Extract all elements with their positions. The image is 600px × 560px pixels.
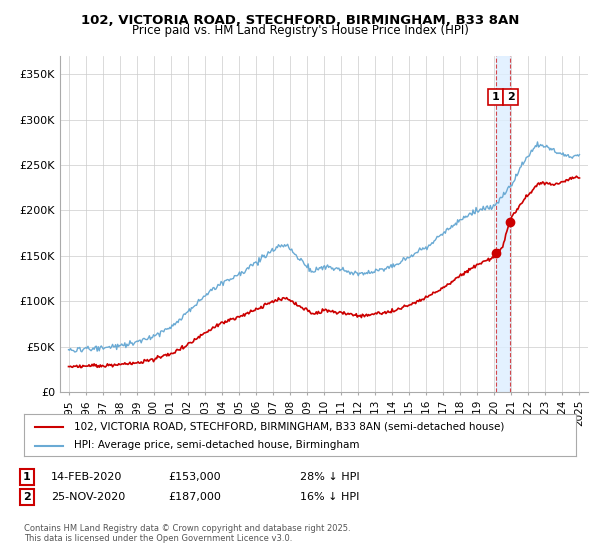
Text: Contains HM Land Registry data © Crown copyright and database right 2025.
This d: Contains HM Land Registry data © Crown c… [24,524,350,543]
Text: Price paid vs. HM Land Registry's House Price Index (HPI): Price paid vs. HM Land Registry's House … [131,24,469,37]
Text: 16% ↓ HPI: 16% ↓ HPI [300,492,359,502]
Text: 1: 1 [23,472,31,482]
Text: 2: 2 [506,92,514,102]
Text: 28% ↓ HPI: 28% ↓ HPI [300,472,359,482]
Text: 102, VICTORIA ROAD, STECHFORD, BIRMINGHAM, B33 8AN (semi-detached house): 102, VICTORIA ROAD, STECHFORD, BIRMINGHA… [74,421,504,431]
Text: 25-NOV-2020: 25-NOV-2020 [51,492,125,502]
Text: 2: 2 [23,492,31,502]
Text: 102, VICTORIA ROAD, STECHFORD, BIRMINGHAM, B33 8AN: 102, VICTORIA ROAD, STECHFORD, BIRMINGHA… [81,14,519,27]
Text: £153,000: £153,000 [168,472,221,482]
Text: £187,000: £187,000 [168,492,221,502]
Text: HPI: Average price, semi-detached house, Birmingham: HPI: Average price, semi-detached house,… [74,440,359,450]
Text: 1: 1 [491,92,499,102]
Text: 14-FEB-2020: 14-FEB-2020 [51,472,122,482]
Bar [496,56,509,392]
